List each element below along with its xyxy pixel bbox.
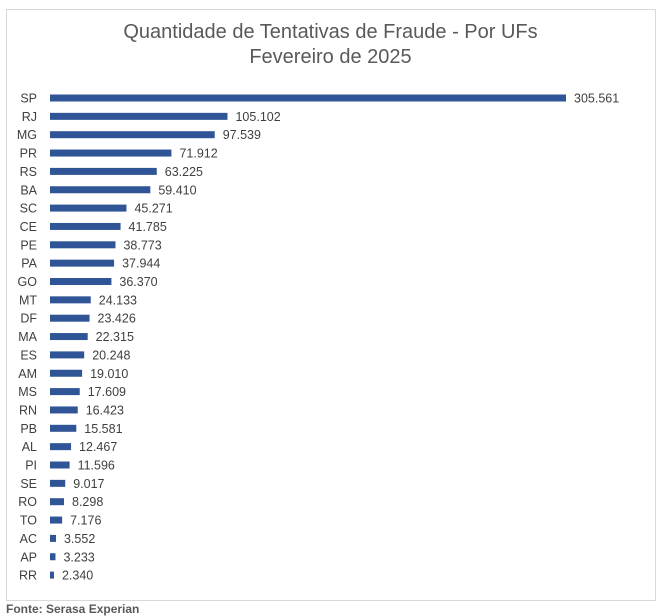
value-label-pi: 11.596 <box>78 459 115 473</box>
category-label-pr: PR <box>20 147 37 161</box>
value-label-go: 36.370 <box>119 275 157 289</box>
value-label-sc: 45.271 <box>134 202 172 216</box>
bar-es <box>50 351 85 359</box>
bar-to <box>50 516 63 524</box>
bar-rj <box>50 112 228 120</box>
category-label-am: AM <box>18 367 37 381</box>
value-label-al: 12.467 <box>79 440 117 454</box>
value-label-pb: 15.581 <box>84 422 122 436</box>
category-label-al: AL <box>22 440 37 454</box>
category-label-ac: AC <box>20 532 37 546</box>
chart-frame <box>6 9 656 601</box>
chart-title-block: Quantidade de Tentativas de Fraude - Por… <box>0 20 661 70</box>
bar-mt <box>50 296 91 304</box>
bar-pr <box>50 149 172 157</box>
category-label-ce: CE <box>20 220 37 234</box>
category-label-es: ES <box>20 348 37 362</box>
value-label-ce: 41.785 <box>129 220 167 234</box>
category-label-rr: RR <box>19 569 37 583</box>
category-label-rj: RJ <box>22 110 37 124</box>
bar-go <box>50 278 112 285</box>
bar-am <box>50 369 83 377</box>
category-label-to: TO <box>20 514 37 528</box>
bar-ma <box>50 333 88 341</box>
category-label-ba: BA <box>20 183 37 197</box>
bar-pe <box>50 241 116 249</box>
source-note: Fonte: Serasa Experian <box>6 602 140 616</box>
bar-df <box>50 314 90 322</box>
bar-ap <box>50 553 56 561</box>
category-label-go: GO <box>18 275 38 289</box>
category-label-pi: PI <box>25 459 37 473</box>
bar-pa <box>50 259 115 267</box>
value-label-es: 20.248 <box>92 348 130 362</box>
data-labels: 305.561 105.102 97.539 71.912 63.225 59.410 45… <box>62 92 619 583</box>
category-axis: SP RJ MG PR RS BA SC CE PE PA GO MT DF MA ES AM MS RN PB AL… <box>17 92 38 583</box>
value-label-ap: 3.233 <box>63 550 94 564</box>
value-label-df: 23.426 <box>98 312 136 326</box>
value-label-rs: 63.225 <box>165 165 203 179</box>
bar-pi <box>50 461 70 469</box>
category-label-sp: SP <box>20 92 37 106</box>
category-label-ms: MS <box>18 385 37 399</box>
category-label-pe: PE <box>20 238 37 252</box>
chart-subtitle: Fevereiro de 2025 <box>249 46 412 68</box>
value-label-rj: 105.102 <box>235 110 280 124</box>
category-label-df: DF <box>20 312 37 326</box>
category-label-ap: AP <box>20 550 37 564</box>
bar-al <box>50 443 72 451</box>
value-label-mt: 24.133 <box>99 293 137 307</box>
bar-ba <box>50 186 151 194</box>
value-label-ba: 59.410 <box>158 183 196 197</box>
category-label-pb: PB <box>20 422 37 436</box>
value-label-am: 19.010 <box>90 367 128 381</box>
bar-ac <box>50 534 56 542</box>
bar-mg <box>50 131 215 139</box>
value-label-rn: 16.423 <box>86 403 124 417</box>
value-label-to: 7.176 <box>70 514 101 528</box>
category-label-se: SE <box>20 477 37 491</box>
value-label-ma: 22.315 <box>96 330 134 344</box>
value-label-pr: 71.912 <box>179 147 217 161</box>
bar-sp <box>50 94 566 102</box>
bar-se <box>50 479 66 487</box>
category-label-rn: RN <box>19 403 37 417</box>
category-label-ma: MA <box>18 330 37 344</box>
bar-ro <box>50 498 65 506</box>
bar-ce <box>50 222 121 230</box>
value-label-ro: 8.298 <box>72 495 103 509</box>
value-label-pe: 38.773 <box>123 238 161 252</box>
value-label-mg: 97.539 <box>223 128 261 142</box>
category-label-mg: MG <box>17 128 37 142</box>
value-label-pa: 37.944 <box>122 257 160 271</box>
category-label-ro: RO <box>18 495 37 509</box>
value-label-sp: 305.561 <box>574 92 619 106</box>
bar-rr <box>50 571 54 579</box>
bar-series <box>50 94 566 579</box>
value-label-ms: 17.609 <box>88 385 126 399</box>
bar-rs <box>50 167 157 175</box>
category-label-rs: RS <box>20 165 37 179</box>
value-label-rr: 2.340 <box>62 569 93 583</box>
value-label-se: 9.017 <box>73 477 104 491</box>
bar-pb <box>50 424 77 432</box>
value-label-ac: 3.552 <box>64 532 95 546</box>
bar-rn <box>50 406 78 414</box>
category-label-mt: MT <box>19 293 37 307</box>
category-label-pa: PA <box>21 257 37 271</box>
chart-title: Quantidade de Tentativas de Fraude - Por… <box>123 21 538 43</box>
category-label-sc: SC <box>20 202 37 216</box>
bar-ms <box>50 388 80 396</box>
bar-sc <box>50 204 127 212</box>
